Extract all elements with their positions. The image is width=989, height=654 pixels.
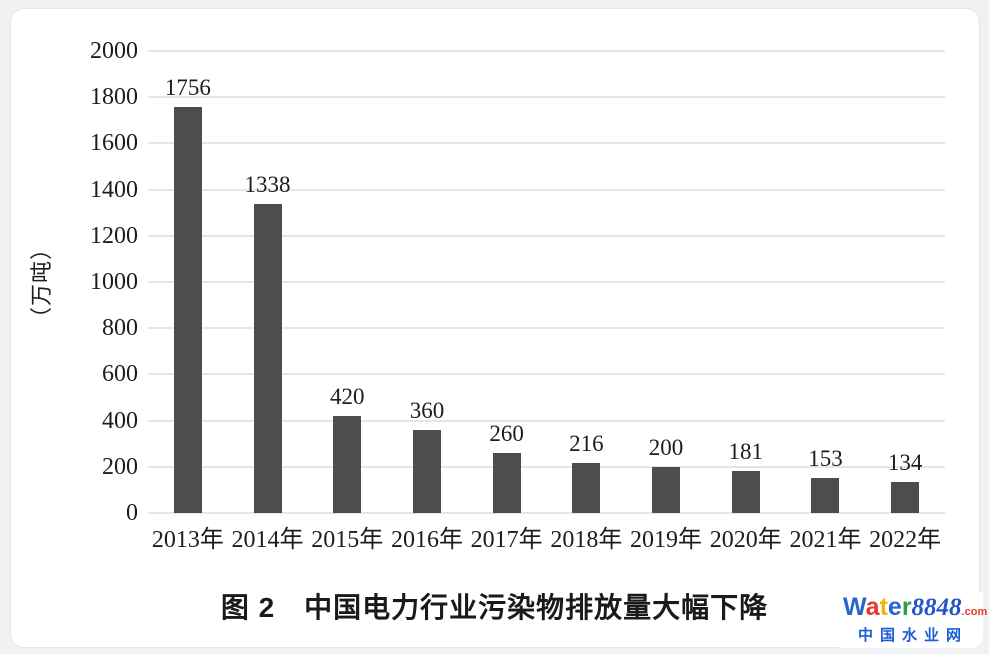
bar-2018年 [572, 463, 601, 513]
gridline [148, 142, 945, 145]
gridline [148, 465, 945, 468]
gridline [148, 373, 945, 376]
y-axis-tick-label: 400 [102, 407, 138, 434]
bar-2014年 [253, 203, 282, 513]
bar-value-label: 134 [887, 450, 923, 476]
gridline [148, 327, 945, 330]
y-axis-tick-label: 1000 [90, 269, 138, 295]
gridline [148, 50, 945, 52]
bar-2022年 [891, 482, 920, 513]
x-axis-tick-label: 2018年 [550, 527, 623, 553]
gridline [148, 419, 945, 422]
bar-2020年 [731, 471, 760, 513]
bar-value-label: 216 [569, 431, 604, 457]
x-axis-tick-label: 2021年 [789, 527, 862, 553]
bar-2015年 [333, 415, 362, 513]
x-axis-tick-label: 2015年 [311, 527, 384, 553]
bar-2013年 [173, 107, 202, 513]
gridline [148, 188, 945, 191]
bar-2016年 [412, 429, 441, 513]
y-axis-tick-label: 800 [102, 315, 138, 342]
bar-2019年 [652, 466, 681, 513]
bar-value-label: 360 [409, 397, 445, 423]
logo-wordmark: Water8848.com [843, 594, 987, 625]
logo-word: Water [843, 594, 912, 620]
x-axis-tick-label: 2013年 [151, 527, 224, 553]
y-axis-tick-label: 1400 [90, 176, 138, 203]
x-axis-tick-label: 2016年 [390, 527, 463, 553]
bar-value-label: 420 [330, 383, 365, 409]
y-axis-tick-label: 0 [126, 500, 138, 526]
bar-2017年 [492, 452, 521, 513]
y-axis-tick-label: 600 [102, 361, 138, 388]
logo-tld: .com [961, 606, 988, 618]
x-axis-tick-label: 2020年 [709, 527, 782, 553]
bar-2021年 [811, 477, 840, 513]
gridline [148, 281, 945, 283]
bar-value-label: 181 [728, 439, 764, 465]
logo-letter: e [887, 593, 902, 621]
bar-value-label: 200 [648, 434, 684, 460]
bar-value-label: 260 [489, 420, 524, 446]
chart-caption: 图 2 中国电力行业污染物排放量大幅下降 [220, 592, 769, 623]
y-axis-tick-label: 1800 [90, 84, 138, 111]
bar-value-label: 1756 [164, 75, 211, 101]
x-axis-tick-label: 2014年 [231, 527, 304, 553]
bar-value-label: 153 [808, 445, 843, 471]
logo-letter: r [901, 593, 912, 621]
y-axis-tick-label: 1200 [90, 222, 138, 249]
x-axis-tick-label: 2022年 [869, 527, 942, 553]
water8848-logo: Water8848.com 中国水业网 [839, 592, 987, 648]
gridline [148, 512, 945, 514]
y-axis-tick-label: 200 [102, 453, 138, 480]
x-axis-tick-label: 2017年 [470, 527, 543, 553]
bar-value-label: 1338 [244, 171, 291, 197]
logo-subtitle: 中国水业网 [857, 627, 968, 644]
x-axis-tick-label: 2019年 [630, 527, 703, 553]
logo-letter: t [879, 593, 888, 621]
logo-letter: W [843, 593, 866, 621]
logo-number: 8848 [911, 594, 962, 621]
gridline [148, 96, 945, 99]
y-axis-tick-label: 2000 [90, 38, 138, 64]
gridline [148, 234, 945, 237]
y-axis-tick-label: 1600 [90, 130, 138, 157]
logo-letter: a [865, 593, 880, 621]
